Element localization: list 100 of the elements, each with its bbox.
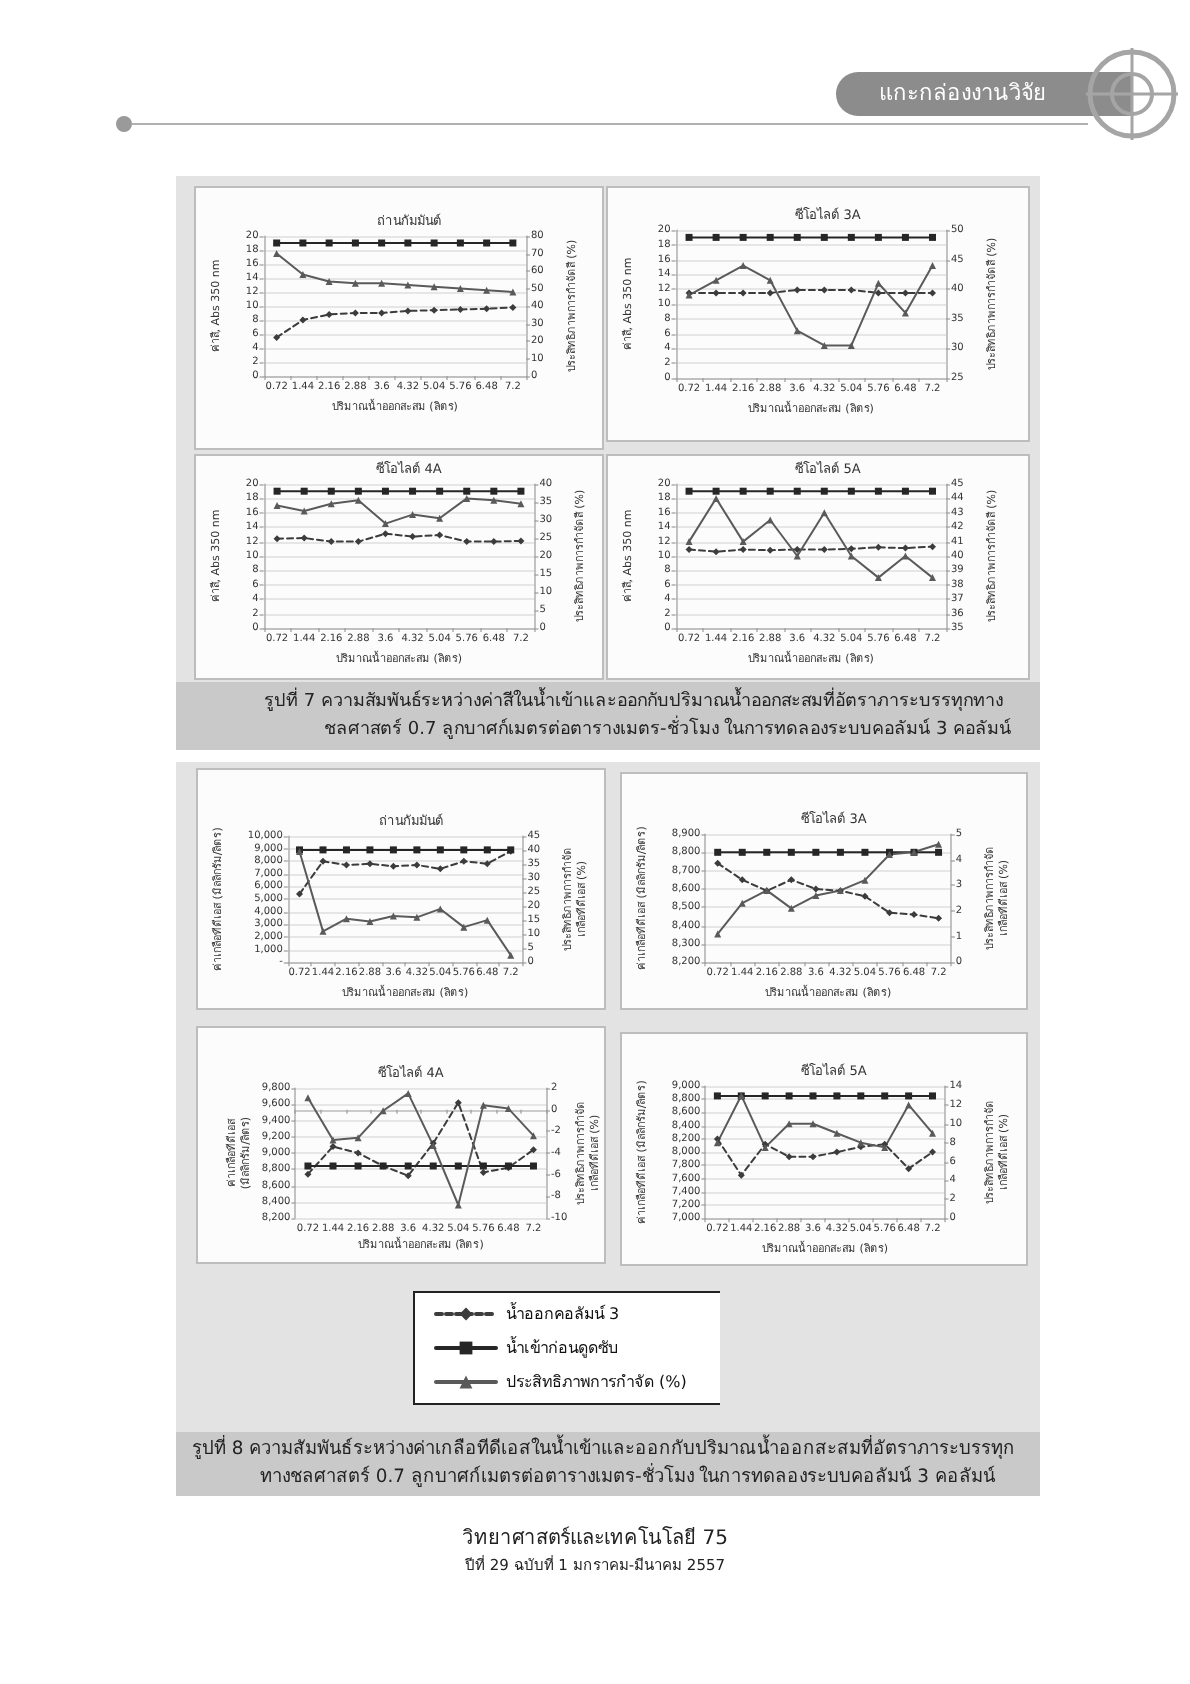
point	[409, 511, 417, 519]
point	[739, 487, 747, 495]
point	[483, 860, 491, 868]
point	[833, 1092, 841, 1100]
point	[935, 914, 943, 922]
point	[296, 890, 304, 898]
point	[738, 848, 746, 856]
point	[929, 1148, 937, 1156]
point	[766, 276, 774, 284]
point	[712, 233, 720, 241]
point	[454, 1099, 462, 1107]
point	[793, 233, 801, 241]
point	[351, 239, 359, 247]
point	[460, 857, 468, 865]
point	[463, 494, 471, 502]
point	[910, 911, 918, 919]
point	[342, 915, 350, 923]
point	[273, 535, 281, 543]
point	[429, 1162, 437, 1170]
point	[430, 306, 438, 314]
point	[378, 309, 386, 317]
point	[479, 1162, 487, 1170]
point	[820, 487, 828, 495]
point	[874, 543, 882, 551]
point	[935, 848, 943, 856]
point	[354, 1149, 362, 1157]
point	[299, 316, 307, 324]
point	[378, 239, 386, 247]
point	[351, 309, 359, 317]
point	[483, 305, 491, 313]
legend-label: น้ำเข้าก่อนดูดซับ	[506, 1335, 618, 1359]
point	[812, 848, 820, 856]
point	[874, 279, 882, 287]
line-series	[273, 494, 525, 528]
point	[490, 496, 498, 504]
point	[342, 846, 350, 854]
point	[378, 279, 386, 287]
point	[905, 1092, 913, 1100]
point	[874, 574, 882, 582]
point	[329, 1143, 337, 1150]
point	[517, 537, 525, 545]
point	[319, 846, 327, 854]
point	[325, 239, 333, 247]
point	[766, 233, 774, 241]
point	[785, 1092, 793, 1100]
point	[460, 923, 468, 931]
point	[738, 899, 746, 907]
text: แกะกล่องงานวิจัย	[877, 78, 1047, 109]
point	[529, 1146, 537, 1154]
point	[329, 1136, 337, 1144]
point	[847, 552, 855, 560]
point	[901, 487, 909, 495]
point	[354, 538, 362, 546]
point	[479, 1101, 487, 1109]
point	[901, 233, 909, 241]
point	[787, 848, 795, 856]
point	[739, 546, 747, 554]
point	[739, 262, 747, 270]
point	[820, 233, 828, 241]
point	[389, 862, 397, 870]
point	[785, 1153, 793, 1161]
point	[929, 1129, 937, 1137]
point	[766, 289, 774, 297]
point	[685, 538, 693, 546]
point	[300, 487, 308, 495]
point	[685, 487, 693, 495]
point	[712, 494, 720, 502]
point	[935, 840, 943, 848]
legend-label: ประสิทธิภาพการกำจัด (%)	[506, 1373, 687, 1391]
point	[409, 533, 417, 541]
point	[454, 1162, 462, 1170]
point	[901, 552, 909, 560]
point	[404, 281, 412, 289]
text: วิทยาศาสตร์และเทคโนโลยี 75	[460, 1526, 730, 1554]
point	[739, 289, 747, 297]
point	[885, 909, 893, 917]
point	[329, 1162, 337, 1170]
point	[874, 233, 882, 241]
point	[327, 538, 335, 546]
point	[342, 861, 350, 869]
point	[928, 487, 936, 495]
point	[404, 1162, 412, 1170]
point	[456, 306, 464, 313]
point	[809, 1153, 817, 1161]
point	[847, 233, 855, 241]
point	[712, 289, 720, 297]
point	[404, 1089, 412, 1097]
point	[354, 1134, 362, 1142]
point	[389, 846, 397, 854]
line-series	[685, 262, 936, 349]
line-series	[273, 250, 517, 296]
point	[929, 1092, 937, 1100]
point	[713, 1092, 721, 1100]
point	[381, 530, 389, 538]
point	[273, 250, 281, 257]
point	[304, 1162, 312, 1170]
point	[366, 846, 374, 854]
point	[809, 1120, 817, 1128]
point	[490, 538, 498, 546]
legend-label: น้ำออกคอลัมน์ 3	[506, 1301, 620, 1323]
